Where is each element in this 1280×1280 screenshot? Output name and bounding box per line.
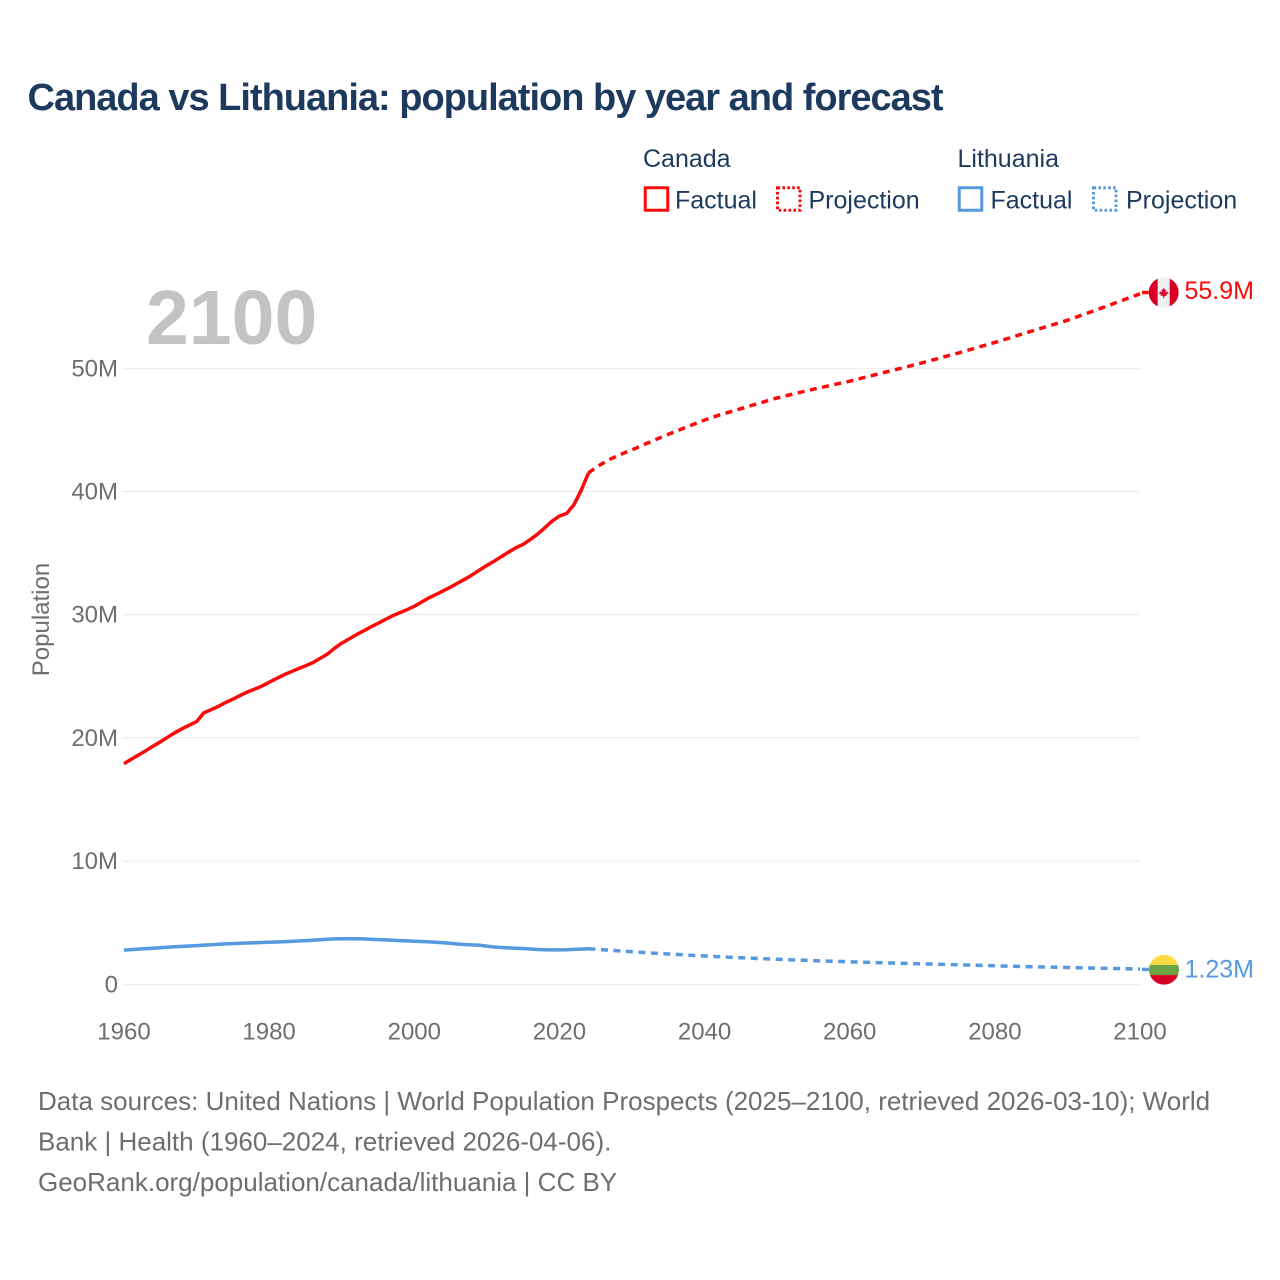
svg-text:Bank | Health (1960–2024, retr: Bank | Health (1960–2024, retrieved 2026… <box>38 1127 611 1157</box>
svg-text:Lithuania: Lithuania <box>958 145 1060 173</box>
svg-text:30M: 30M <box>71 602 118 629</box>
svg-text:Canada: Canada <box>643 145 731 173</box>
svg-text:2000: 2000 <box>388 1019 441 1046</box>
svg-text:2020: 2020 <box>533 1019 586 1046</box>
svg-text:55.9M: 55.9M <box>1185 277 1254 305</box>
svg-text:2100: 2100 <box>1113 1019 1166 1046</box>
svg-text:Factual: Factual <box>675 187 757 215</box>
svg-text:Projection: Projection <box>809 187 920 215</box>
svg-text:1980: 1980 <box>242 1019 295 1046</box>
svg-text:2100: 2100 <box>146 275 317 361</box>
svg-text:Data sources: United Nations |: Data sources: United Nations | World Pop… <box>38 1086 1210 1116</box>
svg-text:40M: 40M <box>71 479 118 506</box>
svg-text:Factual: Factual <box>991 187 1073 215</box>
svg-text:0: 0 <box>105 971 118 998</box>
svg-text:50M: 50M <box>71 355 118 382</box>
svg-text:20M: 20M <box>71 725 118 752</box>
svg-text:2080: 2080 <box>968 1019 1021 1046</box>
svg-text:GeoRank.org/population/canada/: GeoRank.org/population/canada/lithuania … <box>38 1167 617 1197</box>
svg-text:1.23M: 1.23M <box>1185 956 1254 984</box>
svg-text:Population: Population <box>28 563 55 676</box>
svg-text:1960: 1960 <box>97 1019 150 1046</box>
svg-text:2060: 2060 <box>823 1019 876 1046</box>
svg-text:Projection: Projection <box>1126 187 1237 215</box>
svg-text:Canada vs Lithuania: populatio: Canada vs Lithuania: population by year … <box>28 77 944 119</box>
svg-text:10M: 10M <box>71 848 118 875</box>
svg-text:2040: 2040 <box>678 1019 731 1046</box>
